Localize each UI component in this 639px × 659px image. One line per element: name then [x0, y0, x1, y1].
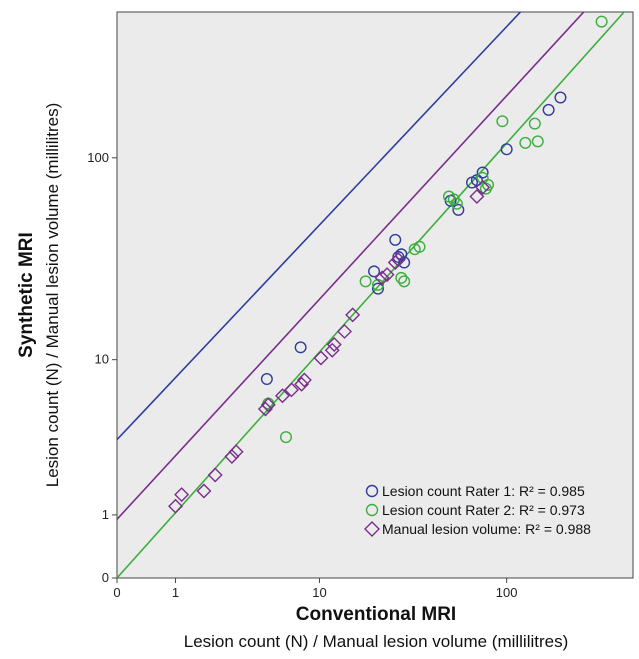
data-point: [395, 248, 408, 261]
data-point: [542, 103, 555, 116]
data-point: [500, 143, 513, 156]
x-axis: 0 1 10 100: [113, 578, 518, 600]
data-point: [398, 256, 411, 269]
x-axis-subtitle: Lesion count (N) / Manual lesion volume …: [184, 632, 569, 651]
data-point: [595, 15, 608, 28]
data-point: [337, 323, 353, 339]
data-point: [284, 382, 299, 398]
data-point: [528, 117, 541, 130]
data-point: [389, 233, 402, 246]
data-point: [482, 178, 495, 191]
legend-marker: [365, 484, 379, 498]
data-point: [174, 487, 190, 503]
data-point: [296, 372, 312, 388]
y-axis-subtitle: Lesion count (N) / Manual lesion volume …: [43, 103, 62, 488]
data-point: [224, 448, 240, 464]
x-tick-label: 0: [113, 585, 120, 600]
legend-label: Lesion count Rater 2: R² = 0.973: [382, 502, 585, 518]
legend: Lesion count Rater 1: R² = 0.985 Lesion c…: [364, 483, 591, 537]
data-point: [398, 275, 411, 288]
plot-area: [116, 11, 634, 579]
legend-label: Lesion count Rater 1: R² = 0.985: [382, 483, 585, 499]
data-point: [359, 275, 372, 288]
data-point: [475, 179, 491, 195]
data-point: [345, 307, 361, 323]
data-point: [368, 265, 381, 278]
data-point: [260, 397, 276, 413]
data-point: [452, 203, 465, 216]
data-point: [207, 467, 223, 483]
data-point: [450, 197, 463, 210]
y-tick-label: 1: [102, 507, 109, 522]
data-point: [469, 189, 485, 205]
data-point: [554, 91, 567, 104]
data-point: [519, 136, 532, 149]
data-point: [531, 135, 544, 148]
data-point: [326, 336, 342, 352]
y-tick-label: 0: [102, 570, 109, 585]
x-tick-label: 10: [312, 585, 326, 600]
data-point: [196, 483, 212, 499]
legend-label: Manual lesion volume: R² = 0.988: [382, 521, 591, 537]
data-point: [390, 252, 406, 268]
data-point: [387, 254, 403, 270]
data-point: [275, 388, 290, 404]
data-point: [379, 267, 395, 283]
x-tick-label: 1: [172, 585, 179, 600]
data-point: [374, 270, 390, 286]
fit-line: [117, 12, 522, 441]
data-point: [279, 431, 292, 444]
data-point: [413, 240, 426, 253]
data-point: [395, 271, 408, 284]
x-axis-title: Conventional MRI: [296, 604, 456, 625]
fit-line: [117, 12, 585, 520]
data-point: [313, 350, 329, 366]
data-point: [168, 498, 184, 514]
data-point: [257, 401, 273, 417]
data-point: [476, 166, 489, 179]
y-axis-title: Synthetic MRI: [16, 232, 37, 358]
legend-marker: [364, 521, 380, 537]
x-tick-label: 100: [496, 585, 518, 600]
legend-marker: [365, 503, 379, 517]
y-tick-label: 10: [95, 352, 109, 367]
data-points: [168, 15, 608, 514]
data-point: [228, 444, 244, 460]
data-point: [371, 282, 384, 295]
data-point: [294, 376, 310, 392]
data-point: [470, 174, 483, 187]
data-point: [260, 372, 273, 385]
data-point: [496, 115, 509, 128]
data-point: [294, 341, 307, 354]
y-axis: 0 1 10 100: [87, 150, 117, 585]
y-tick-label: 100: [87, 150, 109, 165]
